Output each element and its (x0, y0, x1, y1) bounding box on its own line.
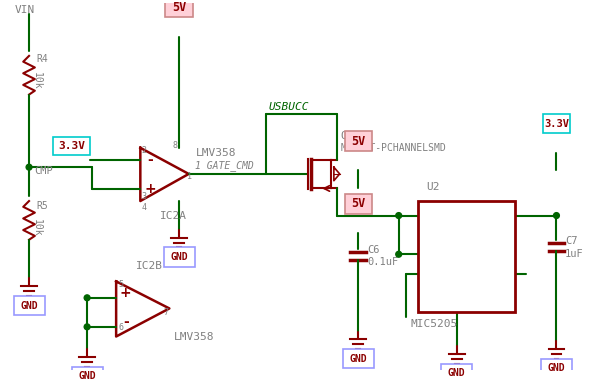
Text: -: - (123, 315, 128, 329)
Text: 10k: 10k (32, 219, 42, 237)
Text: 2: 2 (141, 146, 146, 155)
Text: 8: 8 (172, 141, 177, 150)
Text: C7: C7 (565, 236, 578, 246)
Text: IN: IN (426, 207, 439, 218)
FancyBboxPatch shape (344, 131, 371, 151)
Text: R5: R5 (37, 201, 49, 211)
Circle shape (554, 213, 559, 218)
Text: USBUCC: USBUCC (269, 102, 310, 112)
Text: 5: 5 (118, 280, 123, 289)
FancyBboxPatch shape (344, 194, 371, 214)
Text: 1uF: 1uF (565, 249, 584, 259)
Text: GND: GND (439, 237, 460, 247)
Text: +: + (144, 182, 156, 196)
Text: 10k: 10k (32, 72, 42, 90)
Text: 5V: 5V (172, 1, 186, 14)
FancyBboxPatch shape (71, 366, 103, 380)
Circle shape (84, 324, 90, 330)
Circle shape (396, 251, 401, 257)
Text: R4: R4 (37, 54, 49, 64)
Text: GND: GND (78, 371, 96, 380)
Text: VIN: VIN (14, 5, 35, 16)
Text: MOSFET-PCHANNELSMD: MOSFET-PCHANNELSMD (341, 143, 446, 153)
Text: 0.1uF: 0.1uF (368, 257, 399, 267)
FancyBboxPatch shape (441, 364, 472, 380)
FancyBboxPatch shape (541, 359, 572, 378)
Text: 3.3V: 3.3V (544, 119, 569, 128)
Text: OUT: OUT (478, 207, 499, 218)
Text: LMV358: LMV358 (174, 331, 215, 342)
Text: IC2A: IC2A (160, 211, 187, 220)
Text: 1 GATE_CMD: 1 GATE_CMD (196, 160, 254, 171)
Text: 6: 6 (118, 323, 123, 332)
Circle shape (396, 213, 401, 218)
Text: Q1: Q1 (341, 131, 354, 141)
Text: 3.3V: 3.3V (58, 141, 85, 151)
FancyBboxPatch shape (14, 296, 44, 315)
Text: IC2B: IC2B (136, 261, 163, 271)
Text: 5V: 5V (351, 135, 365, 147)
Text: U2: U2 (426, 182, 439, 192)
Text: BP: BP (464, 266, 478, 276)
Circle shape (84, 295, 90, 301)
FancyBboxPatch shape (53, 137, 90, 155)
Text: 7: 7 (164, 308, 169, 317)
Text: 5V: 5V (351, 198, 365, 211)
Text: 4: 4 (141, 203, 146, 212)
FancyBboxPatch shape (166, 0, 193, 17)
Text: GND: GND (170, 252, 188, 262)
Text: CMP: CMP (34, 166, 53, 176)
Text: GND: GND (548, 363, 565, 374)
Text: +: + (120, 286, 131, 300)
Text: 3: 3 (141, 192, 146, 201)
Text: -: - (147, 154, 153, 167)
Circle shape (26, 164, 32, 170)
Text: MIC5205: MIC5205 (410, 319, 458, 329)
Text: GND: GND (448, 368, 466, 378)
Bar (418, 201, 515, 312)
FancyBboxPatch shape (543, 114, 570, 133)
Text: EN: EN (426, 266, 439, 276)
Text: GND: GND (349, 354, 367, 364)
FancyBboxPatch shape (343, 349, 374, 369)
Text: C6: C6 (368, 245, 380, 255)
FancyBboxPatch shape (164, 247, 194, 267)
Text: LMV358: LMV358 (196, 148, 236, 158)
Text: 1: 1 (187, 173, 192, 181)
Text: GND: GND (20, 301, 38, 310)
